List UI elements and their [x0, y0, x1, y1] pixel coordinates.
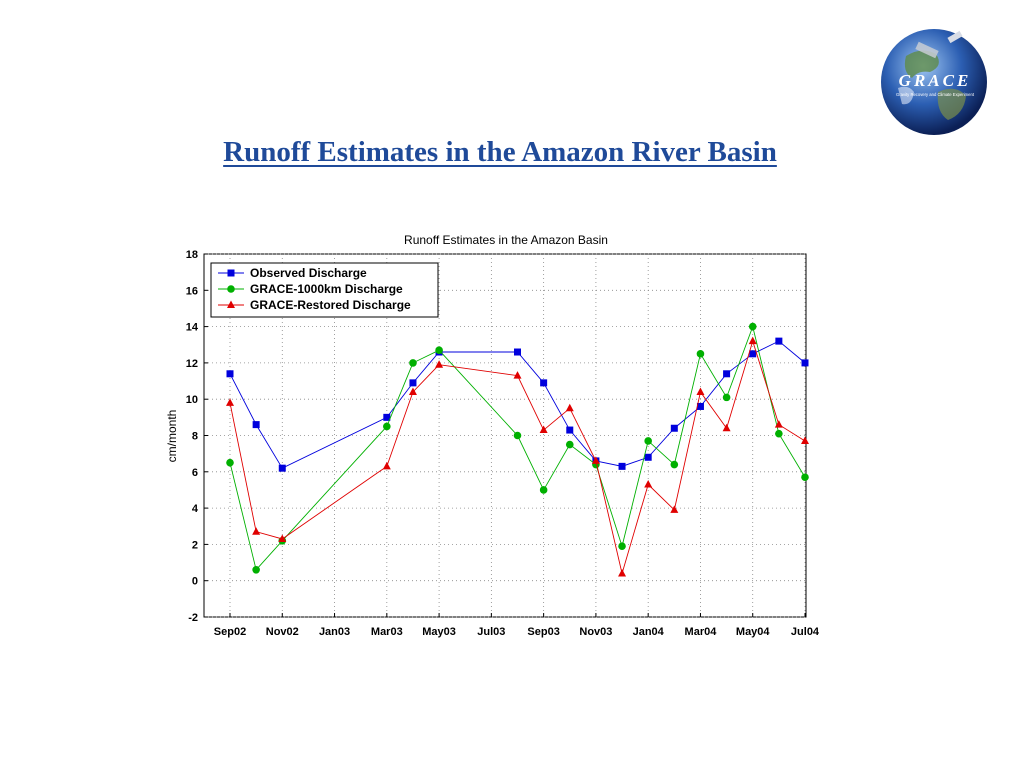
series-line: [229, 340, 806, 469]
legend-marker: [227, 269, 235, 277]
legend-marker: [227, 285, 235, 293]
data-point-square: [644, 453, 652, 461]
logo-subtext: Gravity Recovery and Climate Experiment: [896, 92, 975, 97]
data-point-triangle: [408, 387, 417, 395]
data-point-circle: [252, 566, 260, 574]
series-grace-restored-discharge: [226, 336, 809, 577]
x-tick-label: May04: [736, 626, 771, 638]
y-tick-label: 16: [186, 285, 198, 297]
y-tick-label: 14: [186, 322, 199, 334]
x-tick-label: Mar03: [371, 626, 403, 638]
y-tick-label: 6: [192, 467, 198, 479]
data-point-circle: [618, 542, 626, 551]
y-tick-label: 4: [192, 503, 199, 515]
data-point-circle: [801, 473, 809, 482]
y-tick-label: 0: [192, 576, 198, 588]
data-point-triangle: [252, 527, 261, 535]
series-observed-discharge: [226, 337, 809, 472]
data-point-square: [618, 462, 626, 470]
slide-title: Runoff Estimates in the Amazon River Bas…: [223, 136, 777, 168]
data-point-triangle: [774, 420, 783, 428]
x-tick-label: Jul03: [477, 626, 505, 638]
data-point-triangle: [618, 568, 627, 577]
series-layer: [226, 322, 809, 577]
y-axis-ticks: -2 0 2 4 6 8 10 12 14 16 18: [186, 249, 208, 624]
legend-label: GRACE-Restored Discharge: [250, 298, 411, 312]
y-tick-label: 8: [192, 431, 198, 443]
x-axis-ticks: Sep02 Nov02 Jan03 Mar03 May03 Jul03 Sep03 Nov03…: [214, 613, 820, 638]
data-point-circle: [409, 359, 417, 367]
data-point-square: [278, 464, 286, 472]
x-tick-label: Sep02: [214, 626, 246, 638]
data-point-square: [514, 348, 521, 356]
data-point-triangle: [565, 403, 574, 412]
data-point-triangle: [435, 360, 444, 368]
y-tick-label: 18: [186, 249, 198, 261]
grace-logo: GRACE Gravity Recovery and Climate Exper…: [881, 29, 987, 135]
y-tick-label: 12: [186, 358, 198, 370]
legend-label: GRACE-1000km Discharge: [250, 282, 403, 296]
data-point-triangle: [748, 336, 757, 345]
data-point-triangle: [226, 398, 234, 406]
legend-marker: [227, 300, 235, 308]
data-point-circle: [670, 460, 679, 469]
data-point-triangle: [644, 480, 653, 488]
legend: Observed Discharge GRACE-1000km Discharge…: [210, 262, 439, 318]
logo-text: GRACE: [899, 71, 972, 90]
data-point-square: [801, 359, 809, 367]
data-point-circle: [696, 350, 705, 358]
data-point-triangle: [696, 387, 705, 395]
x-tick-label: Sep03: [527, 626, 559, 638]
data-point-square: [409, 379, 417, 387]
data-point-triangle: [382, 461, 391, 470]
data-point-triangle: [801, 436, 809, 444]
data-point-triangle: [722, 423, 731, 432]
data-point-triangle: [591, 456, 600, 464]
data-point-circle: [775, 429, 783, 438]
legend-box: [210, 262, 439, 318]
data-point-square: [540, 379, 548, 387]
data-point-circle: [226, 458, 234, 467]
series-line: [229, 325, 806, 571]
data-point-square: [383, 413, 391, 421]
data-point-circle: [435, 346, 443, 354]
chart-title: Runoff Estimates in the Amazon Basin: [404, 233, 608, 247]
x-tick-label: Jan03: [319, 626, 350, 638]
y-tick-label: -2: [188, 612, 198, 624]
data-point-triangle: [278, 534, 287, 542]
y-axis-label: cm/month: [165, 410, 179, 463]
series-line: [229, 339, 806, 576]
data-point-triangle: [670, 505, 679, 513]
data-point-square: [670, 424, 678, 432]
data-point-square: [226, 370, 234, 378]
data-point-square: [723, 370, 731, 378]
data-point-triangle: [513, 371, 522, 379]
data-point-triangle: [539, 425, 548, 434]
data-point-circle: [565, 440, 574, 449]
data-point-circle: [644, 437, 652, 445]
data-point-circle: [748, 322, 757, 331]
data-point-circle: [513, 431, 522, 440]
x-tick-label: Jan04: [633, 626, 665, 638]
y-tick-label: 10: [186, 394, 198, 406]
data-point-square: [696, 402, 704, 410]
data-point-circle: [722, 393, 731, 402]
data-point-square: [566, 426, 574, 434]
x-tick-label: Mar04: [685, 626, 718, 638]
data-point-circle: [383, 422, 391, 431]
y-tick-label: 2: [192, 539, 198, 551]
x-tick-label: Jul04: [791, 626, 820, 638]
legend-label: Observed Discharge: [250, 266, 367, 280]
x-tick-label: Nov02: [266, 626, 299, 638]
x-tick-label: May03: [422, 626, 456, 638]
data-point-square: [252, 421, 260, 429]
data-point-circle: [539, 486, 548, 494]
data-point-square: [775, 337, 783, 345]
x-tick-label: Nov03: [579, 626, 612, 638]
data-point-square: [749, 350, 757, 358]
